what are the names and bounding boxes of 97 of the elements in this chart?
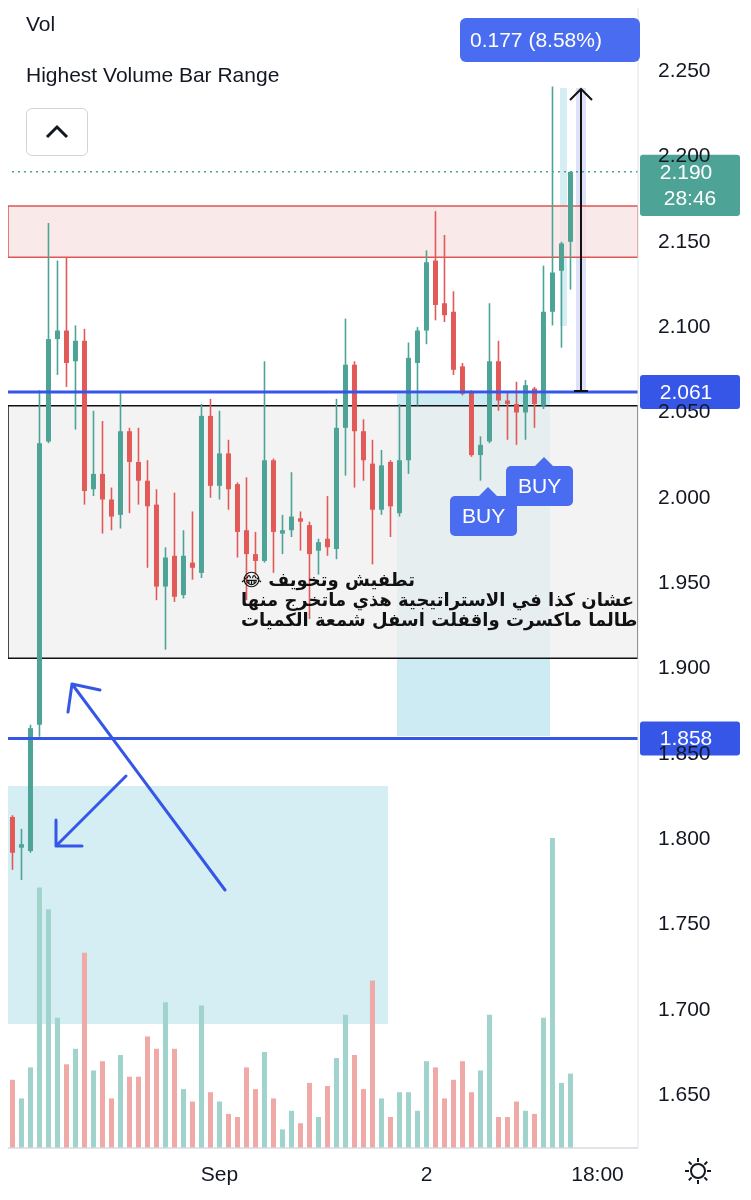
bar bbox=[36, 887, 42, 1148]
candlestick bbox=[513, 380, 519, 446]
bar bbox=[81, 952, 87, 1148]
candlestick bbox=[18, 828, 24, 881]
candlestick bbox=[90, 409, 96, 497]
y-tick-label: 2.100 bbox=[658, 313, 711, 337]
x-tick-label: Sep bbox=[200, 1161, 239, 1185]
bar bbox=[207, 1092, 213, 1148]
bar bbox=[540, 1017, 546, 1148]
bar bbox=[549, 838, 555, 1148]
bar bbox=[450, 1079, 456, 1148]
text: 28:46 bbox=[640, 184, 740, 216]
bar bbox=[405, 1092, 411, 1148]
bar bbox=[423, 1061, 429, 1148]
candlestick bbox=[297, 510, 303, 552]
bar bbox=[432, 1067, 438, 1148]
bar bbox=[459, 1061, 465, 1148]
bar bbox=[198, 1005, 204, 1148]
bar bbox=[270, 1098, 276, 1148]
annotation: BUY bbox=[506, 466, 574, 506]
bar bbox=[261, 1051, 267, 1148]
bar bbox=[279, 1129, 285, 1148]
bar bbox=[477, 1070, 483, 1148]
bar bbox=[27, 1067, 33, 1148]
bar bbox=[306, 1082, 312, 1148]
x-tick-label: 18:00 bbox=[571, 1161, 624, 1185]
bar bbox=[153, 1048, 159, 1148]
bar bbox=[414, 1110, 420, 1148]
candlestick bbox=[189, 510, 195, 581]
bar bbox=[225, 1113, 231, 1148]
bar bbox=[558, 1082, 564, 1148]
bar bbox=[162, 1002, 168, 1148]
bar bbox=[324, 1086, 330, 1148]
bar bbox=[567, 1073, 573, 1148]
bar bbox=[378, 1098, 384, 1148]
bar bbox=[243, 1067, 249, 1148]
bar bbox=[351, 1055, 357, 1148]
bar bbox=[171, 1048, 177, 1148]
bar bbox=[135, 1076, 141, 1148]
bar bbox=[369, 980, 375, 1148]
bar bbox=[252, 1089, 258, 1148]
candlestick bbox=[279, 514, 285, 555]
bar bbox=[495, 1117, 501, 1148]
bar bbox=[72, 1048, 78, 1148]
bar bbox=[513, 1101, 519, 1148]
bar bbox=[45, 909, 51, 1148]
bar bbox=[216, 1101, 222, 1148]
annotation: BUY bbox=[450, 496, 518, 536]
bar bbox=[468, 1092, 474, 1148]
bar bbox=[288, 1110, 294, 1148]
bar bbox=[342, 1014, 348, 1148]
bar bbox=[486, 1014, 492, 1148]
bar bbox=[396, 1092, 402, 1148]
bar bbox=[63, 1064, 69, 1148]
bar bbox=[108, 1098, 114, 1148]
text: Highest Volume Bar Range bbox=[26, 63, 280, 87]
y-tick-label: 2.000 bbox=[658, 484, 711, 508]
bar bbox=[297, 1123, 303, 1148]
bar bbox=[315, 1117, 321, 1148]
y-tick-label: 2.250 bbox=[658, 57, 711, 81]
candlestick bbox=[72, 324, 78, 431]
bar bbox=[531, 1113, 537, 1148]
bar bbox=[18, 1098, 24, 1148]
x-tick-label: 2 bbox=[420, 1161, 433, 1185]
bar bbox=[90, 1070, 96, 1148]
y-tick-label: 1.800 bbox=[658, 825, 711, 849]
bar bbox=[117, 1055, 123, 1148]
bar bbox=[9, 1079, 15, 1148]
bar bbox=[54, 1017, 60, 1148]
y-tick-label: 2.150 bbox=[658, 228, 711, 252]
bar bbox=[189, 1101, 195, 1148]
bar bbox=[180, 1089, 186, 1148]
bar bbox=[504, 1117, 510, 1148]
bar bbox=[234, 1117, 240, 1148]
bar bbox=[441, 1098, 447, 1148]
candlestick bbox=[108, 486, 114, 532]
y-tick-label: 1.700 bbox=[658, 996, 711, 1020]
candlestick bbox=[324, 495, 330, 557]
candlestick bbox=[135, 427, 141, 506]
bar bbox=[144, 1036, 150, 1148]
bar bbox=[333, 1058, 339, 1148]
y-tick-label: 1.750 bbox=[658, 911, 711, 935]
annotation: 0.177 (8.58%) bbox=[460, 18, 640, 62]
y-tick-label: 1.950 bbox=[658, 569, 711, 593]
y-tick-label: 1.650 bbox=[658, 1081, 711, 1105]
bar bbox=[522, 1110, 528, 1148]
candlestick bbox=[315, 537, 321, 576]
bar bbox=[126, 1076, 132, 1148]
bar bbox=[99, 1061, 105, 1148]
candlestick bbox=[288, 471, 294, 538]
ref-line-label: 2.061 bbox=[659, 379, 713, 403]
candlestick bbox=[54, 259, 60, 376]
chart-title: Vol bbox=[26, 12, 56, 36]
bar bbox=[387, 1117, 393, 1148]
y-tick-label: 1.900 bbox=[658, 655, 711, 679]
bar bbox=[360, 1089, 366, 1148]
candlestick bbox=[477, 435, 483, 482]
